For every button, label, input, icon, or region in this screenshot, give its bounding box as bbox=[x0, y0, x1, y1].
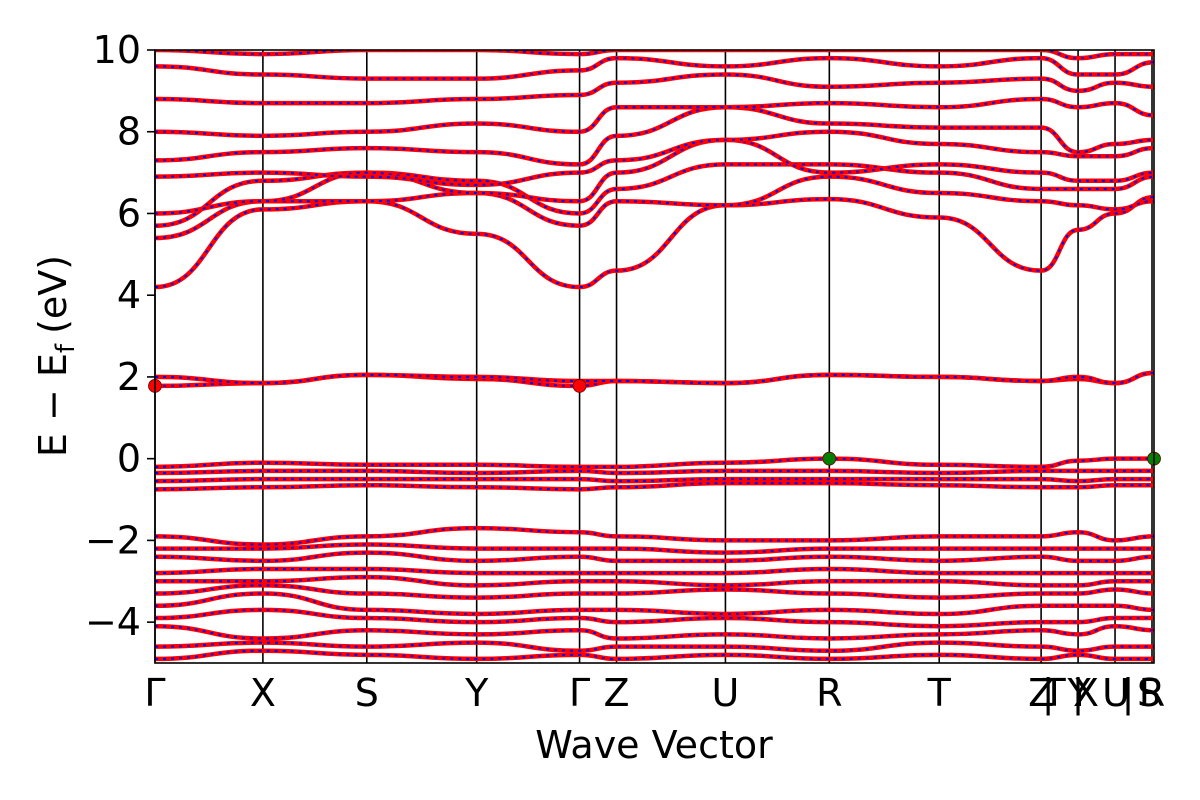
y-axis-label-main: E − E bbox=[31, 353, 75, 457]
band-down-14 bbox=[155, 457, 1154, 468]
x-axis-label: Wave Vector bbox=[535, 723, 773, 767]
band-down-19 bbox=[155, 163, 1154, 227]
y-axis-label: E − Ef (eV) bbox=[31, 255, 81, 457]
y-tick-label-7: −4 bbox=[85, 600, 141, 644]
x-tick-label-0: Γ bbox=[144, 671, 165, 715]
x-tick-label-14: X bbox=[1073, 671, 1099, 715]
y-tick-label-5: 0 bbox=[117, 437, 141, 481]
band-down-17 bbox=[155, 196, 1154, 289]
band-down-24 bbox=[155, 73, 1154, 105]
x-tick-label-7: R bbox=[816, 671, 842, 715]
x-tick-label-1: X bbox=[250, 671, 276, 715]
band-up-3 bbox=[155, 607, 1154, 629]
y-tick-label-0: 10 bbox=[93, 28, 141, 72]
band-down-7 bbox=[155, 568, 1154, 575]
x-tick-label-11: T bbox=[1041, 671, 1066, 715]
band-down-23 bbox=[155, 98, 1154, 137]
y-axis-label-subscript: f bbox=[51, 343, 81, 353]
y-axis-ticks: 10 8 6 4 2 0 −2 −4 bbox=[85, 28, 155, 644]
band-down-18 bbox=[155, 175, 1154, 239]
band-down-5 bbox=[155, 584, 1154, 599]
x-tick-label-4: Γ bbox=[569, 671, 590, 715]
band-up-10 bbox=[155, 525, 1154, 547]
band-down-21 bbox=[155, 130, 1154, 186]
y-tick-label-3: 4 bbox=[117, 273, 141, 317]
band-down-13 bbox=[155, 469, 1154, 474]
y-tick-label-2: 6 bbox=[117, 191, 141, 235]
x-tick-label-12: Y bbox=[1066, 671, 1091, 715]
x-tick-label-2: S bbox=[355, 671, 379, 715]
x-tick-label-3: Y bbox=[464, 671, 489, 715]
band-down-8 bbox=[155, 551, 1154, 562]
band-down-4 bbox=[155, 592, 1154, 615]
y-axis-label-unit: (eV) bbox=[31, 255, 75, 334]
x-tick-label-10: | bbox=[1042, 671, 1055, 716]
band-down-0 bbox=[155, 649, 1154, 660]
x-tick-label-8: T bbox=[927, 671, 952, 715]
x-tick-label-13: | bbox=[1072, 671, 1085, 716]
y-tick-label-1: 8 bbox=[117, 110, 141, 154]
band-down-9 bbox=[155, 543, 1154, 554]
y-tick-label-4: 2 bbox=[117, 355, 141, 399]
band-down-20 bbox=[155, 138, 1154, 215]
band-down-6 bbox=[155, 576, 1154, 587]
band-up-22 bbox=[155, 104, 1154, 167]
band-down-12 bbox=[155, 478, 1154, 483]
x-tick-label-15: U bbox=[1102, 671, 1130, 715]
band-down-11 bbox=[155, 482, 1154, 491]
x-tick-label-9: Z bbox=[1028, 671, 1054, 715]
x-tick-label-16: | bbox=[1122, 671, 1135, 716]
band-up-25 bbox=[155, 55, 1154, 81]
x-tick-label-17: S bbox=[1137, 671, 1161, 715]
x-axis-ticks: Γ X S Y Γ Z U R T Z|T Y|X U| SR bbox=[144, 671, 1165, 716]
plot-frame bbox=[154, 49, 1155, 664]
vbm-marker-2 bbox=[822, 451, 837, 466]
band-down-16 bbox=[155, 371, 1154, 385]
x-tick-label-5: Z bbox=[604, 671, 630, 715]
y-tick-label-6: −2 bbox=[85, 518, 141, 562]
band-lines bbox=[155, 50, 1154, 662]
band-down-2 bbox=[155, 625, 1154, 640]
cbm-marker-1 bbox=[572, 379, 587, 393]
x-tick-label-6: U bbox=[712, 671, 740, 715]
band-down-1 bbox=[155, 641, 1154, 652]
x-tick-label-18: R bbox=[1139, 671, 1165, 715]
